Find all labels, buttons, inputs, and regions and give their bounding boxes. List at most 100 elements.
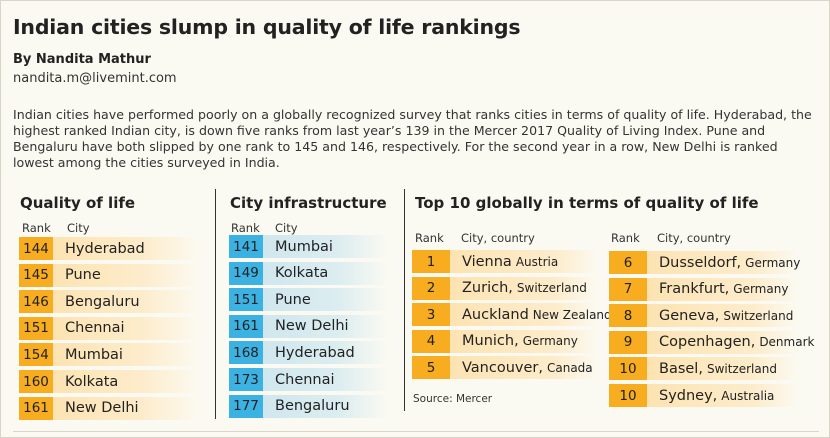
city-cell: Geneva, Switzerland — [647, 304, 799, 328]
city-cell: Dusseldorf, Germany — [647, 251, 801, 274]
table-row: 7 Frankfurt, Germany — [609, 277, 799, 301]
city-name: Vancouver, — [462, 359, 543, 376]
rank-cell: 161 — [19, 396, 53, 420]
rank-cell: 2 — [412, 276, 450, 300]
table-row: 10 Basel, Switzerland — [609, 357, 799, 381]
rank-column-header: Rank — [231, 221, 260, 235]
table-row: 161 New Delhi — [229, 314, 389, 338]
rank-cell: 151 — [229, 288, 263, 312]
table-row: 2 Zurich, Switzerland — [412, 276, 600, 300]
city-cell: Pune — [53, 263, 201, 287]
rank-cell: 145 — [19, 263, 53, 287]
country-name: Australia — [721, 388, 775, 403]
rank-cell: 10 — [609, 357, 647, 381]
country-name: Germany — [522, 334, 578, 349]
city-cell: Basel, Switzerland — [647, 357, 799, 381]
table-row: 149 Kolkata — [229, 261, 389, 285]
rank-cell: 161 — [229, 314, 263, 338]
rank-cell: 168 — [229, 341, 263, 365]
city-cell: Zurich, Switzerland — [450, 276, 600, 300]
city-name: Zurich, — [462, 280, 513, 297]
country-name: Germany — [745, 255, 801, 270]
rank-column-header: Rank — [415, 231, 444, 245]
city-name: Frankfurt, — [659, 281, 730, 298]
city-name: Munich, — [462, 333, 519, 350]
city-cell: Copenhagen, Denmark — [647, 330, 814, 354]
section-divider — [404, 189, 405, 411]
table-row: 160 Kolkata — [19, 370, 201, 393]
city-cell: Vienna Austria — [450, 250, 600, 273]
table-row: 146 Bengaluru — [19, 290, 201, 314]
city-infrastructure-title: City infrastructure — [230, 194, 387, 212]
country-name: Canada — [546, 360, 593, 375]
city-cell: Kolkata — [263, 261, 389, 285]
rank-cell: 173 — [229, 368, 263, 391]
rank-cell: 177 — [229, 394, 263, 418]
city-cell: Chennai — [263, 368, 389, 391]
country-name: New Zealand — [532, 307, 612, 322]
headline: Indian cities slump in quality of life r… — [13, 15, 521, 39]
rank-cell: 160 — [19, 370, 53, 393]
city-cell: Frankfurt, Germany — [647, 277, 799, 301]
city-name: Sydney, — [659, 387, 718, 404]
city-cell: Bengaluru — [263, 394, 389, 418]
quality-of-life-title: Quality of life — [20, 194, 136, 212]
city-cell: Pune — [263, 288, 389, 312]
table-row: 3 Auckland New Zealand — [412, 303, 612, 327]
city-name: Vienna — [462, 253, 512, 270]
rank-cell: 8 — [609, 304, 647, 328]
country-name: Switzerland — [516, 281, 587, 296]
table-row: 8 Geneva, Switzerland — [609, 304, 799, 328]
table-row: 6 Dusseldorf, Germany — [609, 251, 801, 274]
table-row: 151 Chennai — [19, 316, 201, 340]
table-row: 144 Hyderabad — [19, 237, 201, 260]
rank-cell: 149 — [229, 261, 263, 285]
table-row: 141 Mumbai — [229, 235, 389, 258]
country-name: Germany — [733, 282, 789, 297]
rank-cell: 151 — [19, 316, 53, 340]
byline: By Nandita Mathur — [13, 52, 151, 67]
country-name: Switzerland — [723, 308, 794, 323]
city-cell: Bengaluru — [53, 290, 201, 314]
rank-cell: 4 — [412, 329, 450, 353]
city-cell: New Delhi — [53, 396, 201, 420]
city-cell: Hyderabad — [263, 341, 389, 365]
bottom-rule — [13, 431, 819, 432]
rank-cell: 146 — [19, 290, 53, 314]
city-cell: Chennai — [53, 316, 201, 340]
city-name: Copenhagen, — [659, 334, 756, 351]
city-name: Dusseldorf, — [659, 254, 742, 271]
rank-cell: 6 — [609, 251, 647, 274]
city-name: Geneva, — [659, 307, 720, 324]
city-cell: Munich, Germany — [450, 329, 600, 353]
table-row: 161 New Delhi — [19, 396, 201, 420]
city-cell: Vancouver, Canada — [450, 356, 600, 380]
rank-cell: 5 — [412, 356, 450, 380]
rank-cell: 141 — [229, 235, 263, 258]
city-cell: Kolkata — [53, 370, 201, 393]
city-column-header: City — [67, 221, 90, 235]
rank-cell: 1 — [412, 250, 450, 273]
table-row: 10 Sydney, Australia — [609, 384, 799, 407]
city-cell: Hyderabad — [53, 237, 201, 260]
city-country-column-header: City, country — [461, 231, 535, 245]
source-note: Source: Mercer — [413, 393, 493, 405]
city-cell: Sydney, Australia — [647, 384, 799, 407]
author-email: nandita.m@livemint.com — [13, 71, 177, 86]
rank-cell: 144 — [19, 237, 53, 260]
rank-cell: 9 — [609, 330, 647, 354]
rank-cell: 10 — [609, 384, 647, 407]
city-cell: New Delhi — [263, 314, 389, 338]
table-row: 145 Pune — [19, 263, 201, 287]
table-row: 168 Hyderabad — [229, 341, 389, 365]
country-name: Switzerland — [706, 361, 777, 376]
top10-title: Top 10 globally in terms of quality of l… — [415, 194, 759, 212]
city-country-column-header: City, country — [657, 231, 731, 245]
table-row: 1 Vienna Austria — [412, 250, 600, 273]
section-divider — [215, 189, 216, 419]
city-name: Auckland — [462, 306, 529, 323]
country-name: Austria — [515, 254, 559, 269]
city-cell: Auckland New Zealand — [450, 303, 612, 327]
rank-cell: 154 — [19, 343, 53, 367]
city-column-header: City — [275, 221, 298, 235]
